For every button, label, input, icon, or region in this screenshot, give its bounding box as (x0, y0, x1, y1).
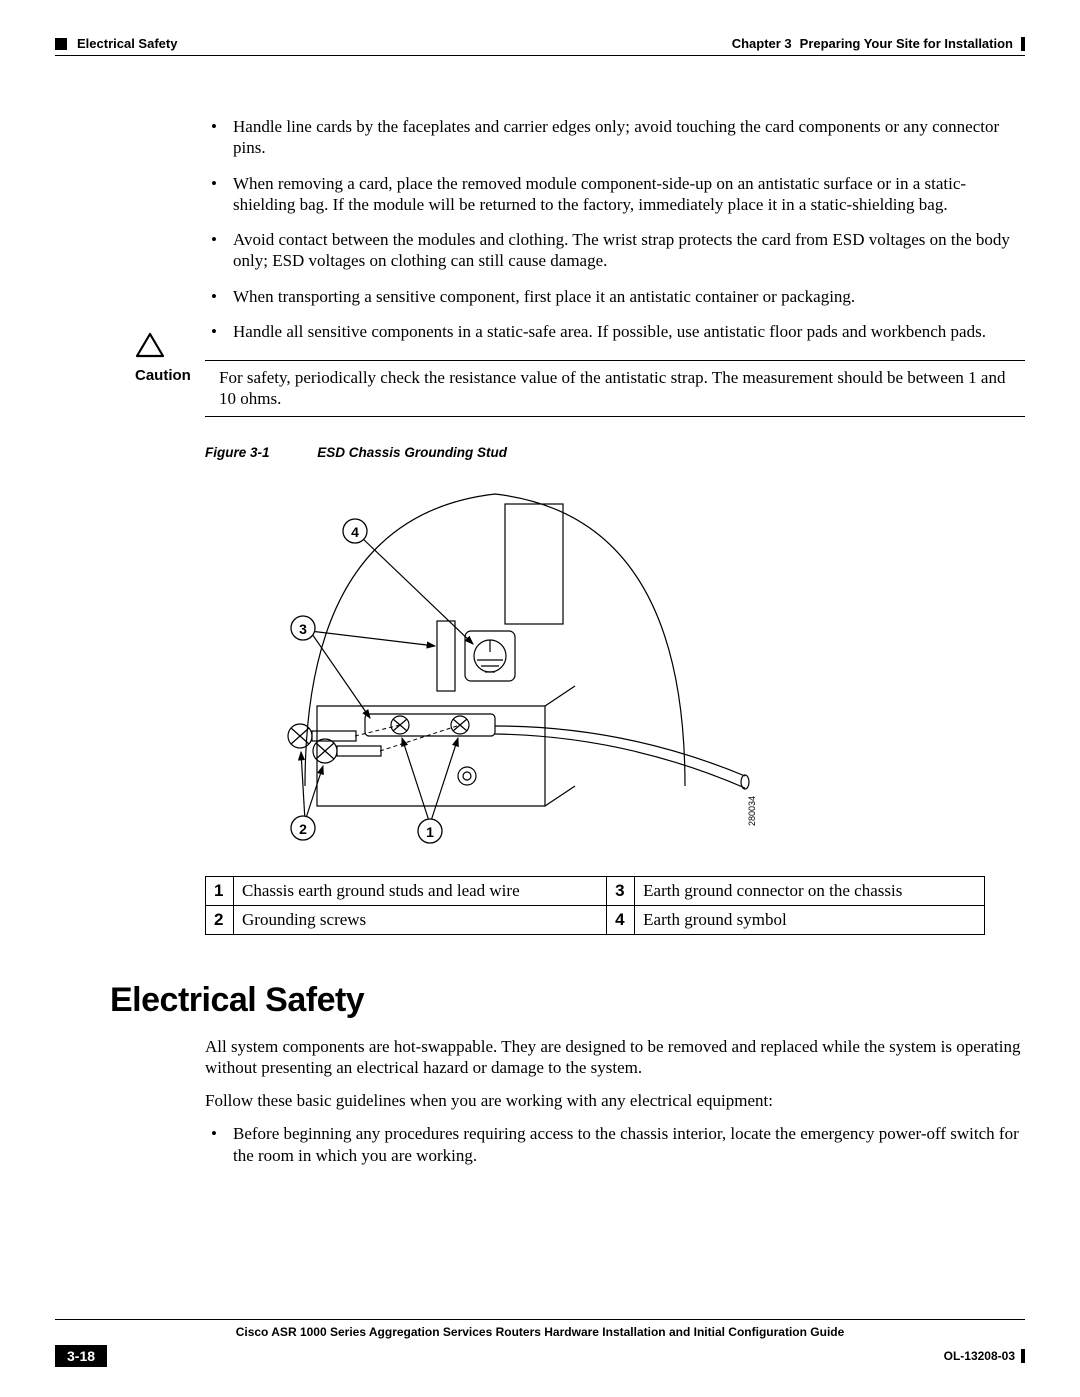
header-chapter-title: Preparing Your Site for Installation (800, 36, 1013, 51)
section-heading: Electrical Safety (110, 981, 1025, 1020)
callout-3: 3 (291, 616, 315, 640)
header-section: Electrical Safety (77, 36, 177, 51)
header-chapter-label: Chapter 3 (732, 36, 792, 51)
callout-1: 1 (418, 819, 442, 843)
table-row: 1 Chassis earth ground studs and lead wi… (206, 876, 985, 905)
header-bar-icon (1021, 37, 1025, 51)
legend-num: 3 (607, 876, 635, 905)
legend-text: Chassis earth ground studs and lead wire (234, 876, 607, 905)
callout-2: 2 (291, 816, 315, 840)
caution-block: Caution For safety, periodically check t… (135, 360, 1025, 417)
list-item: When transporting a sensitive component,… (205, 286, 1025, 307)
caution-rule-top (205, 360, 1025, 361)
screw-icon (288, 724, 356, 748)
footer-bar-icon (1021, 1349, 1025, 1363)
figure-id: 280034 (747, 795, 757, 825)
footer-book-title: Cisco ASR 1000 Series Aggregation Servic… (55, 1325, 1025, 1339)
caution-text: For safety, periodically check the resis… (219, 367, 1025, 410)
doc-id: OL-13208-03 (944, 1349, 1025, 1363)
footer-rule (55, 1319, 1025, 1320)
header-right: Chapter 3 Preparing Your Site for Instal… (732, 36, 1025, 51)
body-paragraph: Follow these basic guidelines when you a… (205, 1090, 1025, 1111)
caution-rule-bottom (205, 416, 1025, 417)
body-paragraph: All system components are hot-swappable.… (205, 1036, 1025, 1079)
page-footer: Cisco ASR 1000 Series Aggregation Servic… (55, 1279, 1025, 1367)
header-left: Electrical Safety (55, 36, 177, 51)
caution-label: Caution (135, 367, 195, 384)
page-header: Electrical Safety Chapter 3 Preparing Yo… (55, 36, 1025, 51)
intro-bullets-block: Handle line cards by the faceplates and … (205, 116, 1025, 342)
figure-diagram: 4 3 2 1 280034 (205, 476, 1025, 866)
list-item: Before beginning any procedures requirin… (205, 1123, 1025, 1166)
list-item: Handle line cards by the faceplates and … (205, 116, 1025, 159)
figure-legend-table: 1 Chassis earth ground studs and lead wi… (205, 876, 985, 935)
section-bullets: Before beginning any procedures requirin… (205, 1123, 1025, 1166)
caution-icon (135, 332, 165, 363)
legend-num: 2 (206, 905, 234, 934)
figure-caption: Figure 3-1 ESD Chassis Grounding Stud (205, 445, 1025, 460)
callout-4: 4 (343, 519, 367, 543)
list-item: Handle all sensitive components in a sta… (205, 321, 1025, 342)
list-item: Avoid contact between the modules and cl… (205, 229, 1025, 272)
legend-text: Earth ground connector on the chassis (635, 876, 985, 905)
legend-num: 4 (607, 905, 635, 934)
list-item: When removing a card, place the removed … (205, 173, 1025, 216)
legend-num: 1 (206, 876, 234, 905)
table-row: 2 Grounding screws 4 Earth ground symbol (206, 905, 985, 934)
figure-number: Figure 3-1 (205, 445, 270, 460)
svg-text:1: 1 (426, 824, 434, 840)
page-number-badge: 3-18 (55, 1345, 107, 1367)
doc-id-text: OL-13208-03 (944, 1349, 1015, 1363)
svg-text:4: 4 (351, 524, 359, 540)
legend-text: Earth ground symbol (635, 905, 985, 934)
bullet-list: Handle line cards by the faceplates and … (205, 116, 1025, 342)
header-rule (55, 55, 1025, 56)
figure-title: ESD Chassis Grounding Stud (317, 445, 507, 460)
header-square-icon (55, 38, 67, 50)
svg-text:2: 2 (299, 821, 307, 837)
svg-text:3: 3 (299, 621, 307, 637)
legend-text: Grounding screws (234, 905, 607, 934)
